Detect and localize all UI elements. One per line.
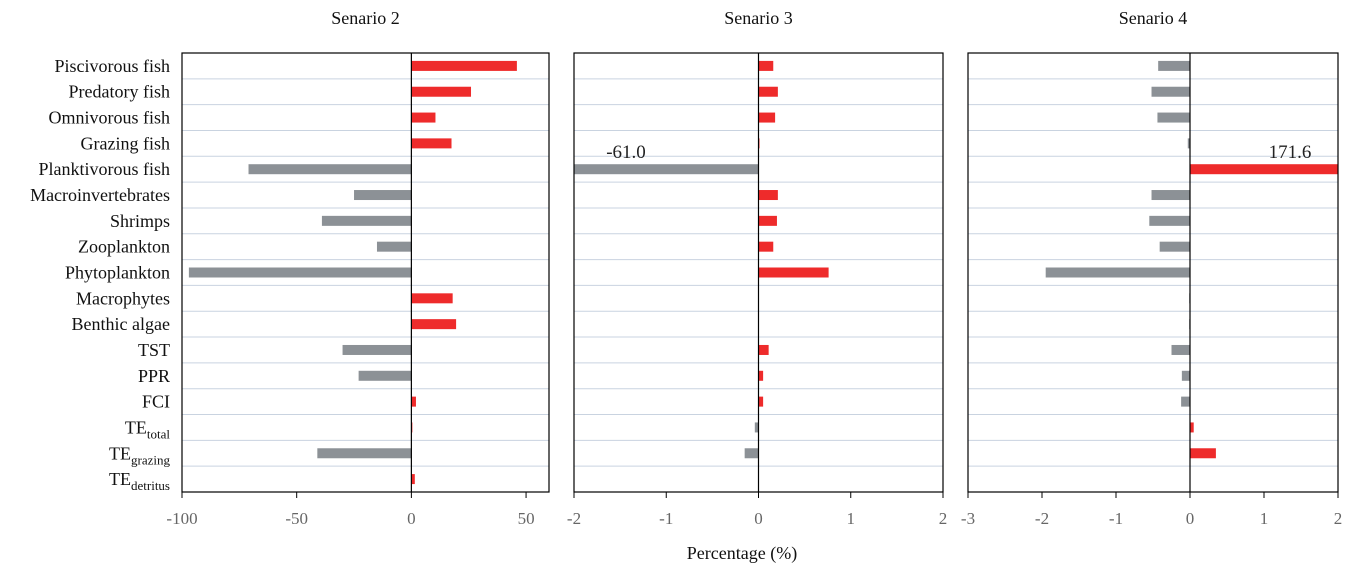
bar-zooplankton [1159,241,1190,252]
x-tick-label: -3 [961,509,975,528]
x-tick-label: -1 [659,509,673,528]
bar-fci [758,396,764,407]
category-label: Phytoplankton [65,263,170,283]
bar-shrimps [1149,215,1190,226]
panel-senario-2: Senario 2 -100 -50 0 50 [166,8,550,528]
panel-title: Senario 3 [724,8,792,28]
x-tick-label: -100 [166,509,197,528]
panel-senario-3: Senario 3 -2 -1 0 1 2 -61.0 [567,8,947,528]
plot-frame [967,52,1339,493]
x-tick-label: 0 [1186,509,1195,528]
category-label: Grazing fish [81,133,170,153]
x-axis-label: Percentage (%) [687,543,797,564]
value-annotation: -61.0 [606,142,646,163]
x-tick-label: 1 [1260,509,1269,528]
bar-zooplankton [758,241,774,252]
bar-phytoplankton [758,267,829,278]
bar-macrophytes [411,293,453,304]
bar-fci [411,396,416,407]
bar-predatory-fish [758,86,778,97]
bar-tst [758,344,769,355]
bar-grazing-fish [1187,138,1190,149]
category-label: Piscivorous fish [54,56,170,76]
category-label: PPR [138,366,170,386]
x-tick-label: -50 [285,509,308,528]
category-label: TST [138,340,170,360]
bar-macroinvertebrates [354,190,412,201]
category-label: Planktivorous fish [38,159,170,179]
x-tick-label: 50 [518,509,535,528]
bar-te-detritus [411,474,415,485]
panel-senario-4: Senario 4 -3 -2 -1 0 1 2 171.6 [961,8,1342,528]
x-tick-label: -2 [567,509,581,528]
bar-macroinvertebrates [1151,190,1190,201]
bar-phytoplankton [1045,267,1190,278]
category-label: Shrimps [110,211,170,231]
category-label: Zooplankton [78,237,170,257]
bar-piscivorous-fish [411,60,517,71]
bar-te-grazing [744,448,759,459]
x-tick-label: 0 [407,509,416,528]
bar-ppr [358,370,412,381]
bar-phytoplankton [188,267,412,278]
x-tick-label: 2 [1334,509,1343,528]
panel-title: Senario 4 [1119,8,1187,28]
bar-fci [1181,396,1190,407]
bar-shrimps [321,215,412,226]
bar-te-grazing [1190,448,1216,459]
bar-ppr [1181,370,1190,381]
bar-predatory-fish [1151,86,1190,97]
bar-zooplankton [376,241,412,252]
category-label: FCI [142,392,170,412]
bar-piscivorous-fish [758,60,774,71]
bar-piscivorous-fish [1158,60,1190,71]
category-label: TEgrazing [109,443,170,467]
category-label: TEdetritus [109,469,170,493]
category-label: Macrophytes [76,288,170,308]
category-label: Predatory fish [69,82,170,102]
bar-omnivorous-fish [411,112,436,123]
bar-te-total [754,422,759,433]
panel-title: Senario 2 [331,8,399,28]
bar-grazing-fish [411,138,452,149]
bar-te-grazing [317,448,412,459]
bar-benthic-algae [411,319,457,330]
bar-predatory-fish [411,86,472,97]
bar-omnivorous-fish [1157,112,1190,123]
bar-ppr [758,370,764,381]
category-label: Benthic algae [72,314,170,334]
category-label: TEtotal [125,417,170,441]
category-label: Macroinvertebrates [30,185,170,205]
bar-planktivorous-fish [248,164,412,175]
x-tick-label: 0 [754,509,763,528]
bar-shrimps [758,215,777,226]
bar-omnivorous-fish [758,112,776,123]
bar-tst [342,344,412,355]
x-tick-label: -2 [1035,509,1049,528]
value-annotation: 171.6 [1269,142,1312,163]
x-tick-label: -1 [1109,509,1123,528]
bar-tst [1171,344,1190,355]
bar-planktivorous-fish [574,164,759,175]
x-tick-label: 1 [847,509,856,528]
bar-planktivorous-fish [1190,164,1338,175]
bar-te-total [1190,422,1194,433]
x-tick-label: 2 [939,509,948,528]
category-label: Omnivorous fish [49,108,171,128]
bar-macroinvertebrates [758,190,778,201]
plot-frame [181,52,550,493]
